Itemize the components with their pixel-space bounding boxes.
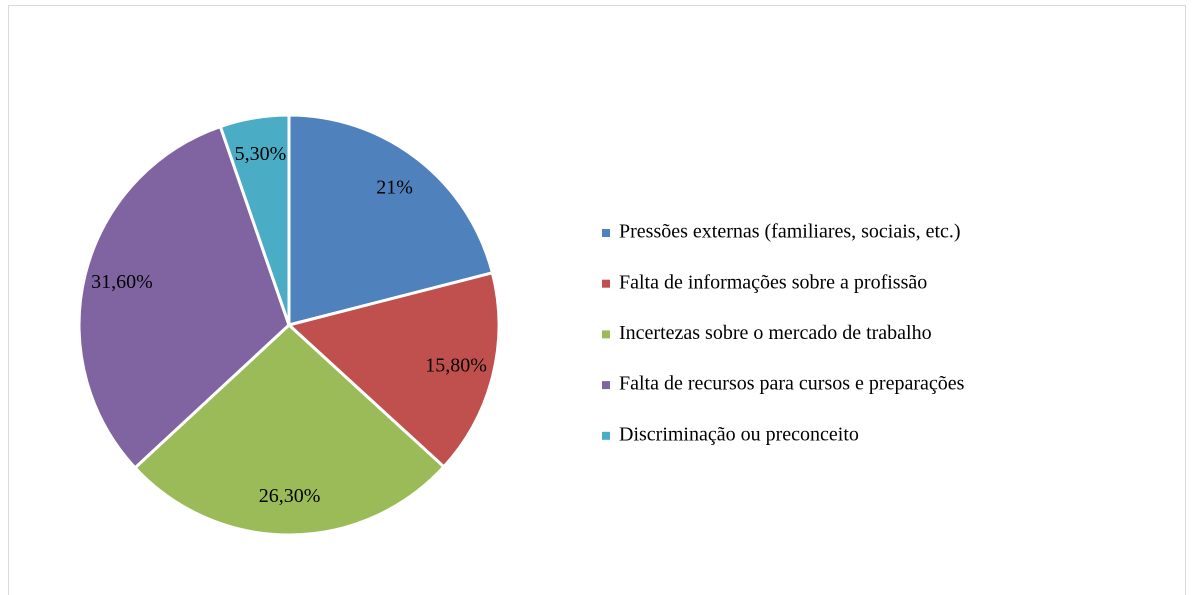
data-label: 26,30% — [259, 485, 321, 507]
legend-label: Pressões externas (familiares, sociais, … — [619, 221, 961, 243]
data-label: 21% — [376, 177, 413, 199]
legend-swatch — [602, 229, 610, 237]
pie-slice — [132, 322, 446, 537]
data-label: 15,80% — [425, 354, 487, 376]
pie-slice — [285, 270, 501, 469]
data-label: 31,60% — [91, 271, 153, 293]
legend-label: Falta de recursos para cursos e preparaç… — [619, 373, 965, 395]
legend-swatch — [602, 279, 610, 288]
pie-slice — [287, 113, 495, 327]
data-label: 5,30% — [235, 143, 287, 165]
legend-swatch — [602, 431, 610, 440]
legend-label: Discriminação ou preconceito — [619, 423, 859, 445]
legend-label: Falta de informações sobre a profissão — [619, 271, 927, 293]
pie-slice — [77, 124, 291, 470]
legend-label: Incertezas sobre o mercado de trabalho — [619, 322, 932, 344]
pie-slice — [218, 113, 291, 326]
legend-swatch — [602, 381, 610, 390]
legend-swatch — [602, 330, 610, 339]
